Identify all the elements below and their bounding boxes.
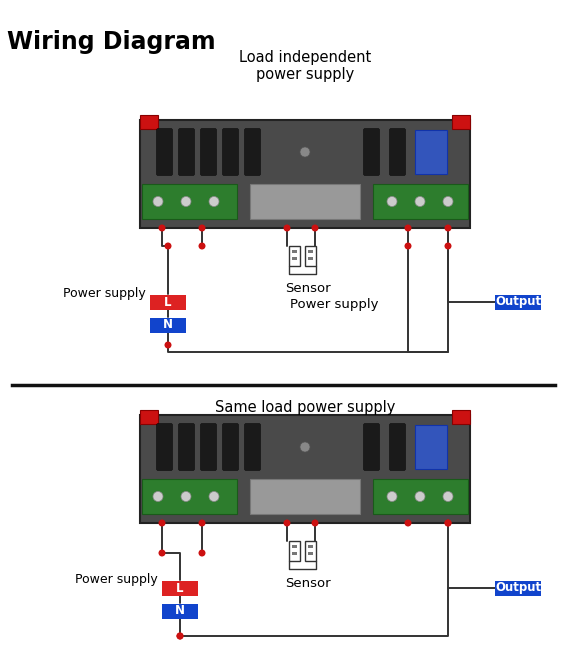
Text: Sensor: Sensor [285, 577, 331, 590]
Circle shape [209, 197, 219, 206]
FancyBboxPatch shape [201, 424, 217, 471]
Bar [452, 115, 470, 129]
Circle shape [415, 197, 425, 206]
Circle shape [198, 225, 206, 232]
Bar [308, 552, 313, 555]
Circle shape [405, 242, 412, 249]
Bar [308, 257, 313, 260]
Circle shape [405, 225, 412, 232]
Bar [292, 552, 297, 555]
Circle shape [177, 633, 184, 639]
Bar [495, 581, 541, 596]
Circle shape [198, 520, 206, 526]
Bar [373, 184, 468, 219]
Circle shape [445, 520, 451, 526]
FancyBboxPatch shape [222, 129, 238, 176]
Bar [250, 184, 360, 219]
Bar [140, 415, 470, 523]
Bar [373, 479, 468, 514]
Circle shape [443, 492, 453, 502]
FancyBboxPatch shape [157, 424, 173, 471]
Circle shape [283, 520, 291, 526]
Circle shape [300, 147, 310, 157]
Circle shape [165, 242, 172, 249]
Text: Wiring Diagram: Wiring Diagram [7, 30, 215, 54]
Bar [289, 246, 300, 266]
Text: Output: Output [495, 296, 541, 308]
Text: Output: Output [495, 582, 541, 594]
FancyBboxPatch shape [364, 424, 380, 471]
Bar [292, 250, 297, 253]
Bar [162, 581, 198, 596]
Circle shape [415, 492, 425, 502]
Circle shape [165, 342, 172, 349]
Circle shape [181, 197, 191, 206]
Text: Load independent
power supply: Load independent power supply [239, 50, 371, 82]
Circle shape [283, 225, 291, 232]
FancyBboxPatch shape [178, 129, 194, 176]
FancyBboxPatch shape [364, 129, 380, 176]
Bar [142, 479, 237, 514]
FancyBboxPatch shape [245, 129, 260, 176]
FancyBboxPatch shape [389, 424, 405, 471]
Text: L: L [176, 582, 184, 594]
Circle shape [443, 197, 453, 206]
Text: Power supply: Power supply [75, 573, 158, 586]
FancyBboxPatch shape [222, 424, 238, 471]
Circle shape [445, 520, 451, 526]
Text: Power supply: Power supply [290, 298, 378, 311]
Text: L: L [164, 296, 172, 308]
Bar [140, 120, 470, 228]
Circle shape [387, 492, 397, 502]
Circle shape [153, 197, 163, 206]
Bar [162, 603, 198, 618]
Bar [150, 295, 186, 310]
Bar [289, 541, 300, 561]
Text: Power supply: Power supply [63, 287, 146, 300]
Text: N: N [175, 605, 185, 618]
Circle shape [198, 550, 206, 556]
Bar [292, 545, 297, 548]
Circle shape [311, 225, 319, 232]
FancyBboxPatch shape [157, 129, 173, 176]
Bar [305, 246, 316, 266]
Bar [308, 250, 313, 253]
Bar [495, 295, 541, 310]
Circle shape [181, 492, 191, 502]
Circle shape [445, 242, 451, 249]
Circle shape [153, 492, 163, 502]
Circle shape [158, 550, 165, 556]
Circle shape [198, 242, 206, 249]
Text: Sensor: Sensor [285, 282, 331, 295]
Bar [140, 115, 158, 129]
Bar [292, 257, 297, 260]
Circle shape [405, 520, 412, 526]
Bar [250, 479, 360, 514]
Bar [415, 425, 447, 469]
Bar [140, 410, 158, 424]
Circle shape [158, 225, 165, 232]
Bar [150, 317, 186, 332]
Bar [308, 545, 313, 548]
FancyBboxPatch shape [178, 424, 194, 471]
Bar [142, 184, 237, 219]
Circle shape [387, 197, 397, 206]
Bar [415, 130, 447, 174]
FancyBboxPatch shape [201, 129, 217, 176]
Circle shape [177, 633, 184, 639]
Bar [305, 541, 316, 561]
FancyBboxPatch shape [389, 129, 405, 176]
Circle shape [158, 520, 165, 526]
Circle shape [209, 492, 219, 502]
Circle shape [300, 442, 310, 452]
Circle shape [445, 225, 451, 232]
FancyBboxPatch shape [245, 424, 260, 471]
Circle shape [311, 520, 319, 526]
Bar [452, 410, 470, 424]
Text: Same load power supply: Same load power supply [215, 400, 395, 415]
Text: N: N [163, 319, 173, 332]
